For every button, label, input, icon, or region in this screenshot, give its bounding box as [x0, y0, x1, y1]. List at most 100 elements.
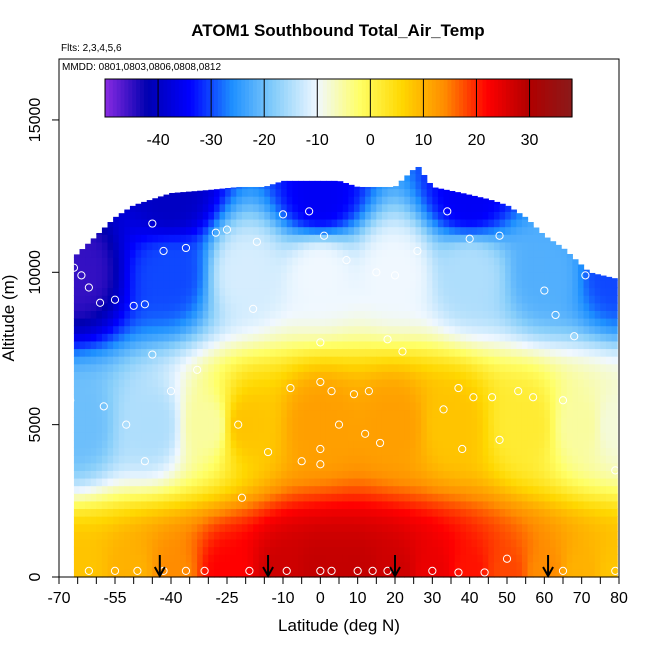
- heatmap-cell: [107, 356, 114, 365]
- heatmap-cell: [555, 447, 562, 456]
- heatmap-cell: [230, 211, 237, 220]
- heatmap-cell: [169, 531, 176, 540]
- heatmap-cell: [269, 546, 277, 555]
- heatmap-cell: [236, 272, 243, 281]
- heatmap-cell: [432, 318, 439, 327]
- heatmap-cell: [219, 196, 226, 205]
- heatmap-cell: [213, 500, 221, 510]
- heatmap-cell: [90, 455, 97, 464]
- heatmap-cell: [555, 386, 562, 395]
- heatmap-cell: [180, 196, 187, 205]
- heatmap-cell: [337, 340, 344, 350]
- chart-title: ATOM1 Southbound Total_Air_Temp: [191, 21, 484, 40]
- heatmap-cell: [538, 485, 545, 494]
- heatmap-cell: [488, 477, 495, 487]
- heatmap-cell: [303, 378, 310, 388]
- heatmap-cell: [174, 333, 181, 342]
- heatmap-cell: [169, 257, 176, 266]
- heatmap-cell: [107, 493, 114, 502]
- heatmap-cell: [286, 424, 293, 433]
- heatmap-cell: [85, 554, 92, 563]
- heatmap-cell: [269, 409, 277, 418]
- heatmap-cell: [342, 538, 349, 548]
- heatmap-cell: [185, 477, 193, 487]
- heatmap-cell: [533, 318, 540, 327]
- heatmap-cell: [152, 234, 159, 243]
- heatmap-cell: [566, 531, 573, 540]
- heatmap-cell: [135, 287, 142, 296]
- heatmap-cell: [499, 432, 506, 441]
- heatmap-cell: [600, 546, 607, 555]
- heatmap-cell: [404, 279, 411, 289]
- heatmap-cell: [544, 295, 551, 304]
- heatmap-cell: [432, 561, 439, 570]
- colorbar-segment: [412, 79, 417, 117]
- heatmap-cell: [219, 371, 226, 380]
- heatmap-cell: [521, 531, 529, 540]
- heatmap-cell: [236, 333, 243, 342]
- heatmap-cell: [85, 569, 92, 578]
- heatmap-cell: [101, 257, 109, 266]
- heatmap-cell: [421, 424, 428, 433]
- heatmap-cell: [505, 302, 512, 311]
- heatmap-cell: [342, 462, 349, 471]
- heatmap-cell: [393, 500, 400, 510]
- heatmap-cell: [404, 424, 411, 433]
- heatmap-cell: [505, 508, 512, 517]
- heatmap-cell: [538, 531, 545, 540]
- heatmap-cell: [370, 447, 377, 456]
- heatmap-cell: [365, 302, 372, 311]
- heatmap-cell: [79, 348, 86, 357]
- heatmap-cell: [471, 386, 478, 395]
- heatmap-cell: [225, 234, 232, 243]
- heatmap-cell: [488, 432, 495, 441]
- heatmap-cell: [90, 462, 97, 471]
- heatmap-cell: [180, 417, 187, 426]
- heatmap-cell: [337, 462, 344, 471]
- heatmap-cell: [443, 241, 450, 251]
- heatmap-cell: [611, 470, 618, 479]
- colorbar-segment: [291, 79, 297, 117]
- heatmap-cell: [247, 477, 254, 487]
- heatmap-cell: [146, 218, 153, 228]
- heatmap-cell: [365, 508, 372, 517]
- heatmap-cell: [471, 477, 478, 487]
- heatmap-cell: [90, 310, 97, 319]
- heatmap-cell: [163, 241, 170, 251]
- heatmap-cell: [460, 302, 467, 311]
- heatmap-cell: [415, 333, 422, 342]
- heatmap-cell: [157, 447, 165, 456]
- heatmap-cell: [219, 561, 226, 570]
- heatmap-cell: [393, 432, 400, 441]
- heatmap-cell: [135, 340, 142, 350]
- heatmap-cell: [404, 302, 411, 311]
- heatmap-cell: [96, 302, 103, 311]
- colorbar-segment: [451, 79, 456, 117]
- heatmap-cell: [432, 203, 439, 212]
- heatmap-cell: [286, 302, 293, 311]
- heatmap-cell: [219, 287, 226, 296]
- heatmap-cell: [381, 516, 389, 525]
- heatmap-cell: [225, 432, 232, 441]
- heatmap-cell: [376, 516, 383, 525]
- heatmap-cell: [247, 561, 254, 570]
- heatmap-cell: [393, 333, 400, 342]
- heatmap-cell: [118, 371, 125, 380]
- heatmap-cell: [376, 447, 383, 456]
- heatmap-cell: [538, 455, 545, 464]
- heatmap-cell: [191, 325, 198, 334]
- heatmap-cell: [589, 424, 596, 433]
- heatmap-cell: [449, 508, 456, 517]
- heatmap-cell: [101, 531, 109, 540]
- heatmap-cell: [510, 272, 517, 281]
- heatmap-cell: [600, 485, 607, 494]
- heatmap-cell: [353, 424, 361, 433]
- heatmap-cell: [146, 272, 153, 281]
- observation-point: [148, 350, 157, 359]
- heatmap-cell: [230, 371, 237, 380]
- heatmap-cell: [499, 493, 506, 502]
- heatmap-cell: [297, 516, 305, 525]
- heatmap-cell: [454, 386, 461, 395]
- heatmap-cell: [225, 523, 232, 532]
- heatmap-cell: [488, 203, 495, 212]
